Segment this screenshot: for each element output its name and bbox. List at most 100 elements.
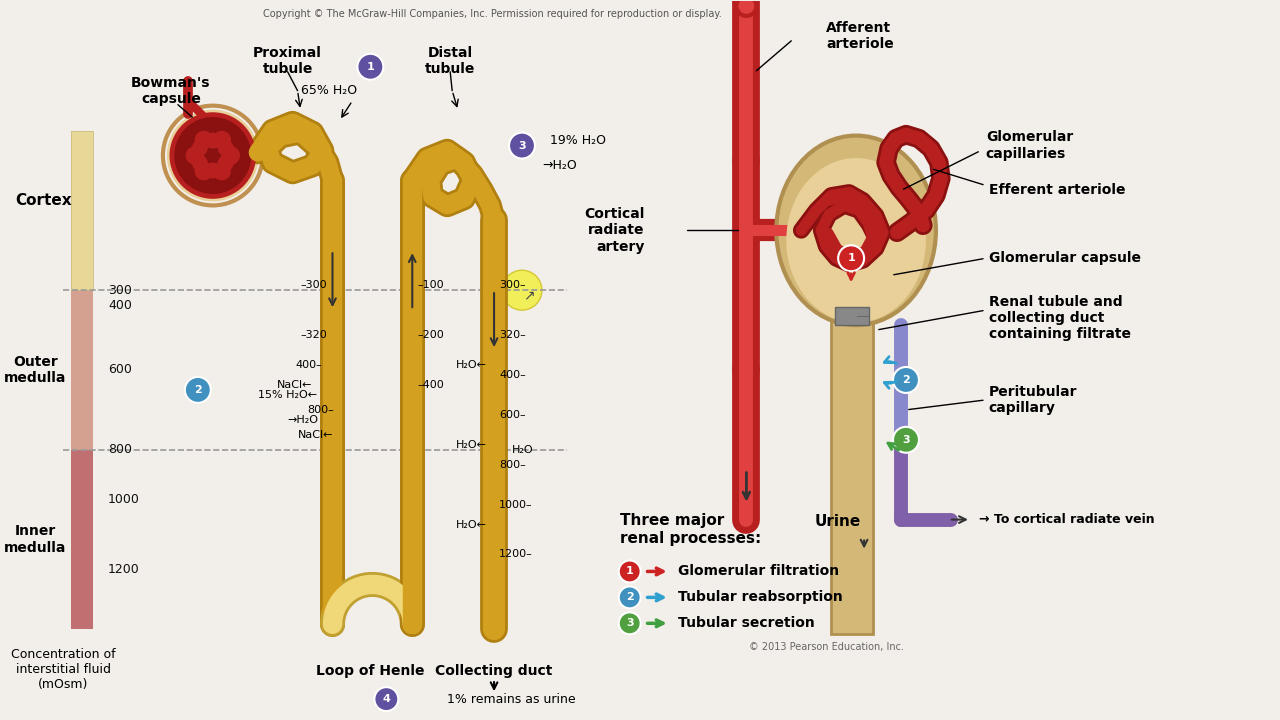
Circle shape [184,145,205,166]
Text: 2: 2 [626,593,634,603]
Text: 65% H₂O: 65% H₂O [301,84,357,97]
Text: 320–: 320– [499,330,526,340]
Ellipse shape [502,270,541,310]
Circle shape [205,163,220,179]
Circle shape [618,586,641,608]
Text: 1200–: 1200– [499,549,532,559]
Text: Efferent arteriole: Efferent arteriole [988,184,1125,197]
Circle shape [192,155,207,171]
Text: –320: –320 [301,330,328,340]
Bar [835,307,869,325]
Text: 3: 3 [626,618,634,629]
Text: 2: 2 [195,385,202,395]
Text: H₂O←: H₂O← [456,360,488,370]
Text: 800–: 800– [499,460,526,469]
Text: 600: 600 [108,364,132,377]
Text: 1: 1 [847,253,855,264]
Text: 19% H₂O: 19% H₂O [550,134,605,147]
Text: H₂O: H₂O [512,445,534,455]
Text: Collecting duct: Collecting duct [435,664,553,678]
Circle shape [211,130,232,150]
Text: 3: 3 [902,435,910,445]
Circle shape [509,132,535,158]
Text: 800: 800 [108,444,132,456]
Circle shape [218,155,234,171]
Text: Cortex: Cortex [15,193,72,208]
Text: 4: 4 [383,694,390,704]
Text: 1200: 1200 [108,563,140,576]
Text: 2: 2 [902,375,910,385]
Circle shape [893,427,919,453]
Text: Glomerular
capillaries: Glomerular capillaries [986,130,1073,161]
Text: ↗: ↗ [524,288,535,302]
Text: Renal tubule and
collecting duct
containing filtrate: Renal tubule and collecting duct contain… [988,295,1130,341]
Text: © 2013 Pearson Education, Inc.: © 2013 Pearson Education, Inc. [749,642,905,652]
Text: H₂O←: H₂O← [456,520,488,530]
Circle shape [211,161,232,181]
Text: NaCl←: NaCl← [276,380,312,390]
Bar [72,130,93,290]
Circle shape [838,246,864,271]
Bar [831,235,873,634]
Text: Tubular reabsorption: Tubular reabsorption [677,590,842,604]
Text: Distal
tubule: Distal tubule [425,45,475,76]
Circle shape [618,560,641,582]
Text: Bowman's
capsule: Bowman's capsule [131,76,211,106]
Text: 400–: 400– [499,370,526,380]
Circle shape [893,367,919,393]
Ellipse shape [786,158,925,323]
Text: Urine: Urine [814,514,860,529]
Text: Outer
medulla: Outer medulla [4,355,67,385]
Text: –200: –200 [417,330,444,340]
Text: →H₂O: →H₂O [541,159,577,172]
Circle shape [193,130,214,150]
Text: →H₂O: →H₂O [288,415,319,425]
Text: Afferent
arteriole: Afferent arteriole [826,21,893,51]
Text: → To cortical radiate vein: → To cortical radiate vein [979,513,1155,526]
Circle shape [374,687,398,711]
Text: 1% remains as urine: 1% remains as urine [447,693,576,706]
Circle shape [166,109,259,202]
Ellipse shape [777,135,936,325]
Text: 400: 400 [108,299,132,312]
Text: Glomerular capsule: Glomerular capsule [988,251,1140,265]
Bar [72,450,93,629]
Text: Glomerular filtration: Glomerular filtration [677,564,838,578]
Text: 800–: 800– [307,405,334,415]
Circle shape [736,0,756,16]
Text: 1000: 1000 [108,493,140,506]
Text: Proximal
tubule: Proximal tubule [253,45,323,76]
Bar [72,290,93,450]
Circle shape [184,377,211,403]
Text: 3: 3 [518,140,526,150]
Text: –300: –300 [301,280,328,290]
Circle shape [192,140,207,156]
Circle shape [618,612,641,634]
Text: Three major
renal processes:: Three major renal processes: [620,513,762,546]
Text: 1: 1 [626,567,634,577]
Text: –100: –100 [417,280,444,290]
Text: Inner
medulla: Inner medulla [4,524,67,554]
Text: 400–: 400– [296,360,323,370]
Text: Copyright © The McGraw-Hill Companies, Inc. Permission required for reproduction: Copyright © The McGraw-Hill Companies, I… [262,9,722,19]
Text: Peritubular
capillary: Peritubular capillary [988,384,1078,415]
Circle shape [205,132,220,148]
Text: 1: 1 [366,62,374,72]
Circle shape [172,114,255,197]
Bar [72,130,93,290]
Circle shape [357,54,383,80]
Text: NaCl←: NaCl← [297,430,333,440]
Text: Cortical
radiate
artery: Cortical radiate artery [584,207,645,253]
Text: 15% H₂O←: 15% H₂O← [257,390,317,400]
Text: 600–: 600– [499,410,526,420]
Text: H₂O←: H₂O← [456,440,488,450]
Circle shape [220,145,241,166]
Circle shape [173,116,252,195]
Text: Concentration of
interstitial fluid
(mOsm): Concentration of interstitial fluid (mOs… [10,648,115,690]
Text: 1000–: 1000– [499,500,532,510]
Text: Loop of Henle: Loop of Henle [316,664,425,678]
Text: Tubular secretion: Tubular secretion [677,616,814,630]
Text: –400: –400 [417,380,444,390]
Circle shape [193,161,214,181]
Circle shape [218,140,234,156]
